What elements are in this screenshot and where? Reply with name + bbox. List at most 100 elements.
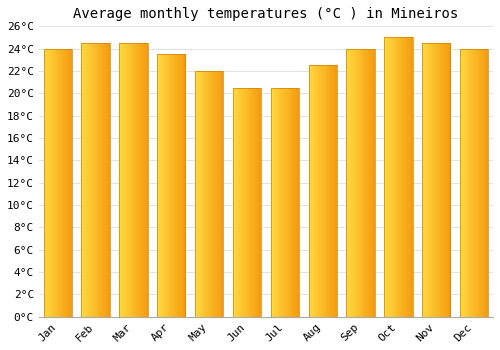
Bar xyxy=(320,65,321,317)
Bar xyxy=(126,43,127,317)
Bar xyxy=(181,54,182,317)
Bar xyxy=(474,49,475,317)
Bar xyxy=(389,37,390,317)
Bar xyxy=(428,43,430,317)
Bar xyxy=(138,43,139,317)
Bar xyxy=(477,49,478,317)
Bar xyxy=(119,43,148,317)
Bar xyxy=(290,88,292,317)
Bar xyxy=(384,37,385,317)
Bar xyxy=(119,43,120,317)
Bar xyxy=(392,37,393,317)
Bar xyxy=(296,88,297,317)
Bar xyxy=(317,65,318,317)
Bar xyxy=(49,49,50,317)
Bar xyxy=(366,49,367,317)
Bar xyxy=(360,49,362,317)
Bar xyxy=(91,43,92,317)
Bar xyxy=(313,65,314,317)
Bar xyxy=(470,49,472,317)
Bar xyxy=(163,54,164,317)
Bar xyxy=(440,43,441,317)
Bar xyxy=(372,49,373,317)
Bar xyxy=(198,71,199,317)
Bar xyxy=(206,71,208,317)
Bar xyxy=(64,49,66,317)
Bar xyxy=(409,37,410,317)
Bar xyxy=(233,88,261,317)
Bar xyxy=(58,49,59,317)
Bar xyxy=(50,49,51,317)
Bar xyxy=(258,88,260,317)
Bar xyxy=(68,49,69,317)
Bar xyxy=(212,71,213,317)
Bar xyxy=(46,49,48,317)
Bar xyxy=(472,49,473,317)
Bar xyxy=(238,88,240,317)
Bar xyxy=(94,43,96,317)
Bar xyxy=(408,37,409,317)
Bar xyxy=(308,65,337,317)
Bar xyxy=(44,49,72,317)
Bar xyxy=(234,88,236,317)
Bar xyxy=(125,43,126,317)
Bar xyxy=(448,43,450,317)
Bar xyxy=(364,49,366,317)
Bar xyxy=(86,43,87,317)
Bar xyxy=(172,54,173,317)
Bar xyxy=(173,54,174,317)
Bar xyxy=(90,43,91,317)
Bar xyxy=(107,43,108,317)
Bar xyxy=(245,88,246,317)
Bar xyxy=(109,43,110,317)
Bar xyxy=(176,54,177,317)
Bar xyxy=(387,37,388,317)
Bar xyxy=(184,54,186,317)
Bar xyxy=(106,43,107,317)
Bar xyxy=(51,49,52,317)
Bar xyxy=(486,49,488,317)
Bar xyxy=(52,49,53,317)
Bar xyxy=(346,49,348,317)
Bar xyxy=(120,43,121,317)
Bar xyxy=(127,43,128,317)
Bar xyxy=(294,88,296,317)
Bar xyxy=(157,54,186,317)
Bar xyxy=(243,88,244,317)
Bar xyxy=(400,37,402,317)
Bar xyxy=(270,88,299,317)
Bar xyxy=(69,49,70,317)
Bar xyxy=(436,43,438,317)
Bar xyxy=(478,49,479,317)
Bar xyxy=(285,88,286,317)
Bar xyxy=(321,65,322,317)
Bar xyxy=(130,43,132,317)
Bar xyxy=(292,88,294,317)
Bar xyxy=(233,88,234,317)
Bar xyxy=(463,49,464,317)
Bar xyxy=(250,88,251,317)
Bar xyxy=(162,54,163,317)
Bar xyxy=(66,49,67,317)
Bar xyxy=(164,54,166,317)
Bar xyxy=(410,37,412,317)
Bar xyxy=(44,49,46,317)
Bar xyxy=(210,71,211,317)
Bar xyxy=(403,37,404,317)
Title: Average monthly temperatures (°C ) in Mineiros: Average monthly temperatures (°C ) in Mi… xyxy=(74,7,458,21)
Bar xyxy=(54,49,55,317)
Bar xyxy=(318,65,319,317)
Bar xyxy=(166,54,168,317)
Bar xyxy=(157,54,158,317)
Bar xyxy=(319,65,320,317)
Bar xyxy=(175,54,176,317)
Bar xyxy=(423,43,424,317)
Bar xyxy=(370,49,371,317)
Bar xyxy=(462,49,463,317)
Bar xyxy=(62,49,64,317)
Bar xyxy=(200,71,202,317)
Bar xyxy=(336,65,337,317)
Bar xyxy=(407,37,408,317)
Bar xyxy=(398,37,400,317)
Bar xyxy=(96,43,98,317)
